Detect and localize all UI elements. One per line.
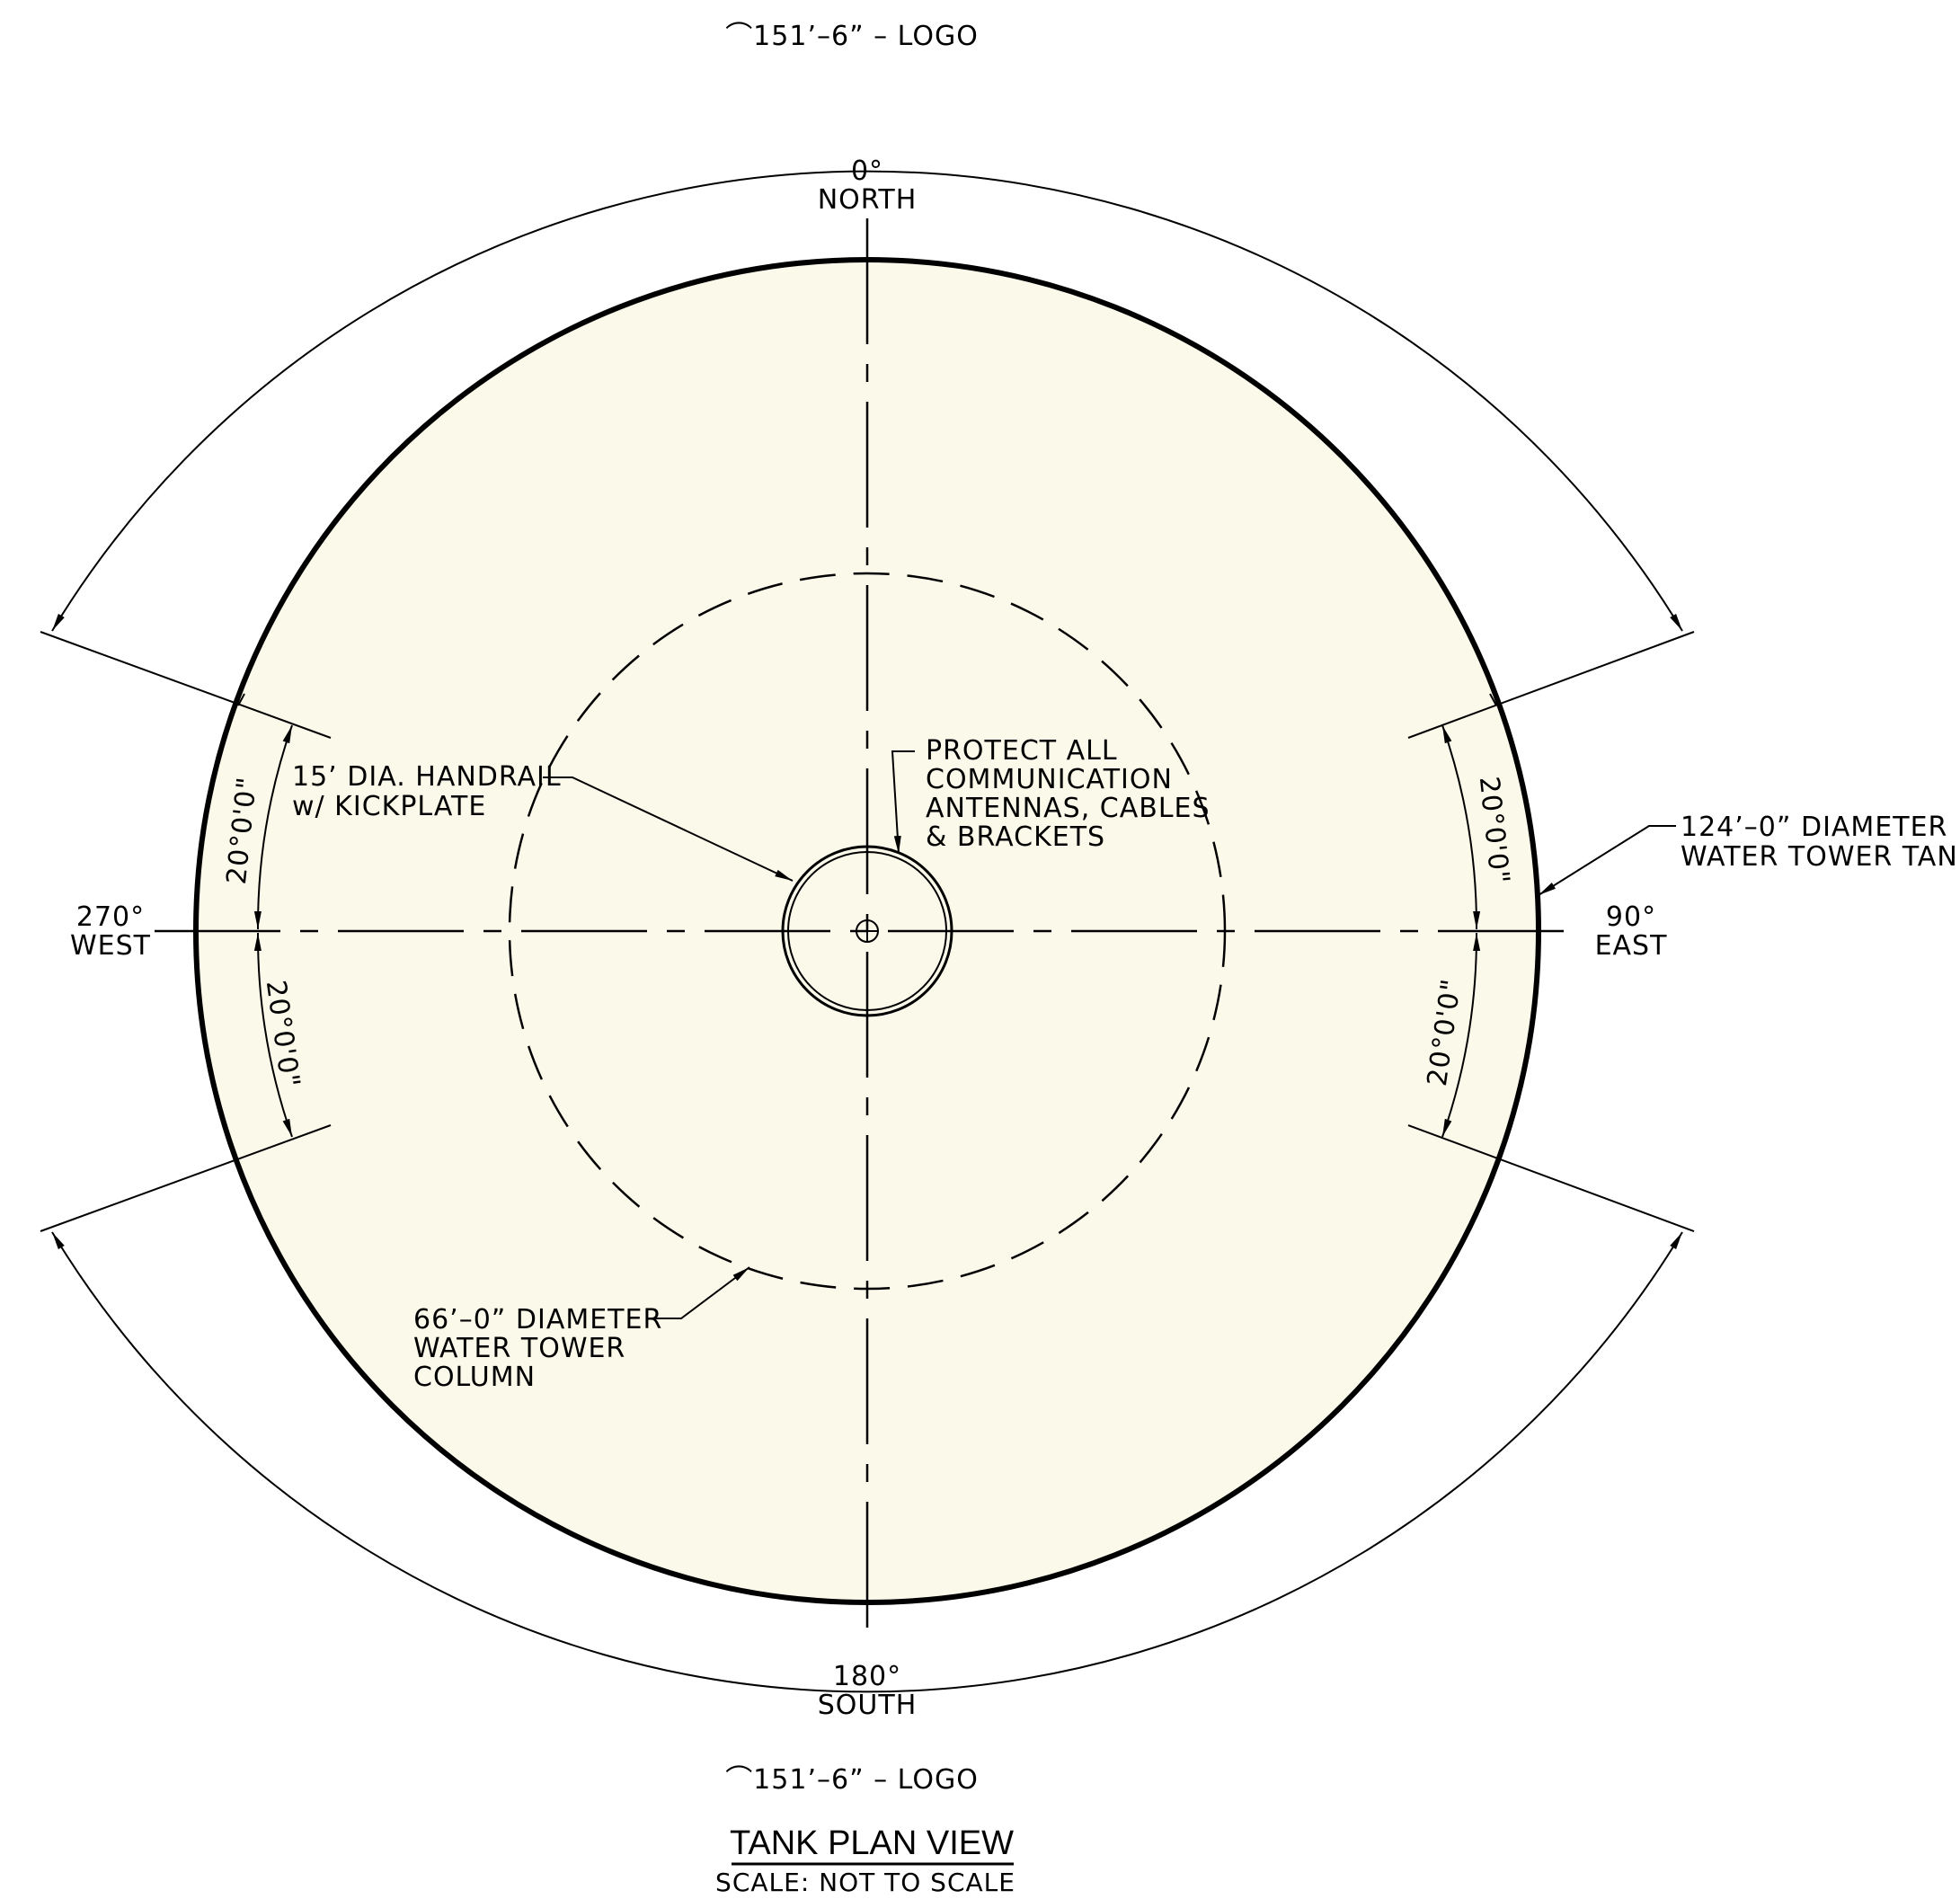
south-degree: 180° [833,1661,901,1692]
leader-handrail [543,776,794,882]
north-degree: 0° [851,155,883,187]
leader-protect [891,750,915,855]
extension-line-nw [40,631,332,739]
angle-dim-west-lower [253,932,293,1138]
east-label: EAST [1595,930,1668,962]
extension-line-ne [1407,631,1695,739]
north-label: NORTH [818,184,918,216]
callout-protect: PROTECT ALL COMMUNICATION ANTENNAS, CABL… [926,735,1219,853]
extension-line-sw [40,1124,332,1232]
arc-label-bottom: ⌒151’–6” – LOGO [725,1764,979,1796]
callout-handrail: 15’ DIA. HANDRAIL w/ KICKPLATE [292,761,571,822]
east-degree: 90° [1606,901,1656,933]
leader-tank [1538,825,1676,896]
arc-label-top: ⌒151’–6” – LOGO [725,21,979,52]
extension-line-se [1407,1124,1695,1232]
west-label: WEST [70,930,151,962]
callout-column: 66’–0” DIAMETER WATER TOWER COLUMN [413,1304,672,1393]
drawing-title: TANK PLAN VIEW [730,1824,1014,1862]
callout-tank: 124’–0” DIAMETER WATER TOWER TANK [1681,812,1960,873]
angle-dim-west-upper [253,724,293,930]
angle-dim-east-lower [1441,932,1481,1138]
south-label: SOUTH [818,1690,918,1721]
angle-dim-east-upper [1441,724,1481,930]
leader-column [650,1266,750,1319]
drawing-scale: SCALE: NOT TO SCALE [715,1868,1015,1897]
west-degree: 270° [76,901,145,933]
arc-dimension-top [51,170,1683,632]
arc-dimension-bottom [51,1231,1683,1693]
